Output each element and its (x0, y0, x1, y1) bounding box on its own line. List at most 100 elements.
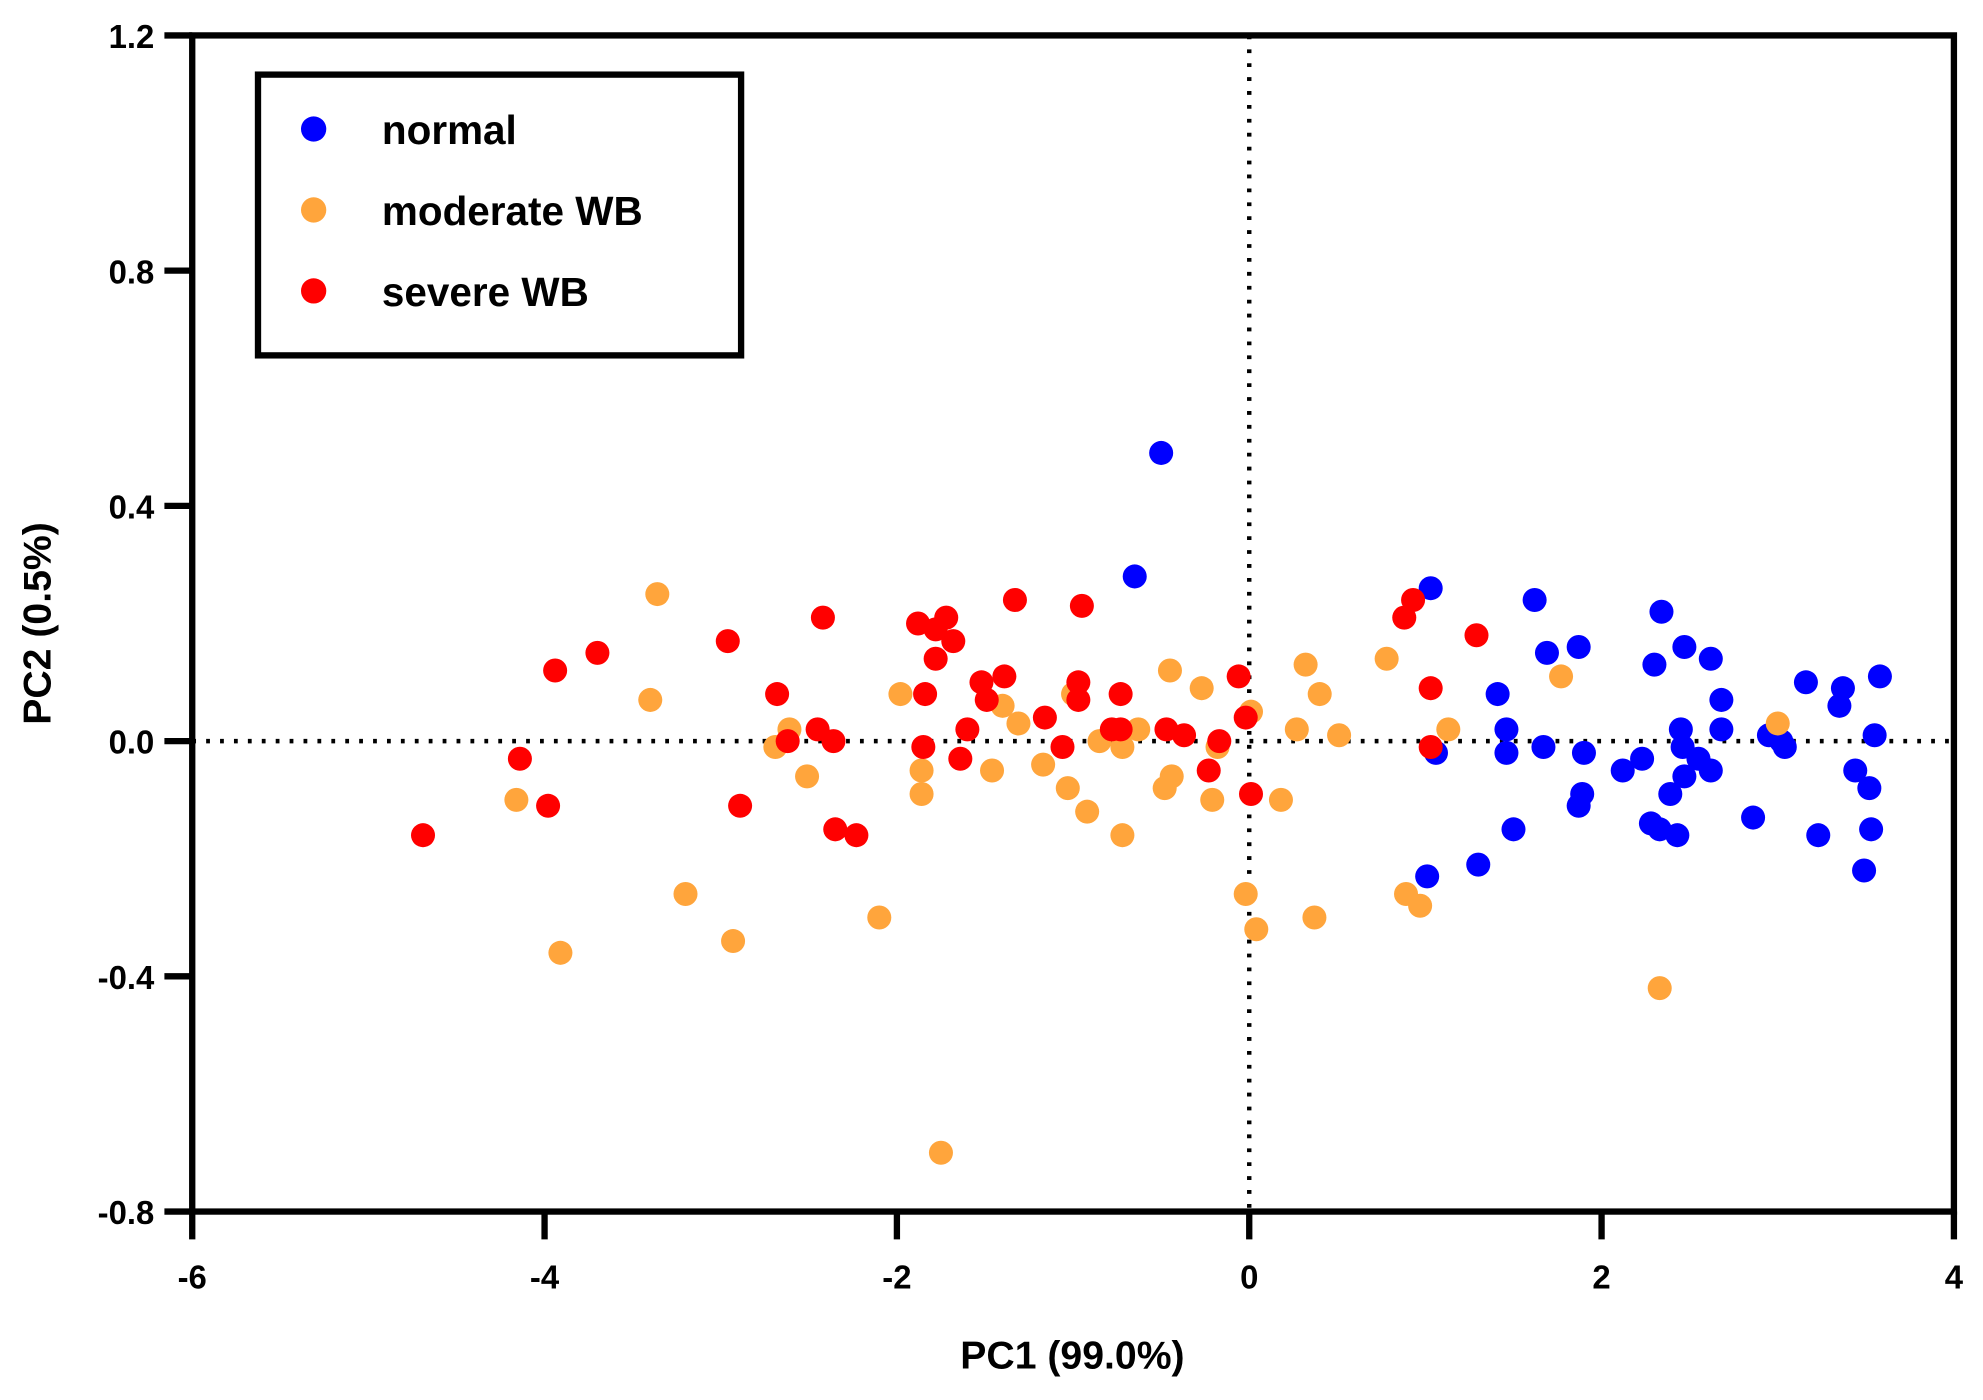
data-point (1494, 740, 1519, 765)
data-point (1031, 752, 1056, 777)
data-point (810, 605, 835, 630)
data-point (1672, 634, 1697, 660)
data-point (1418, 676, 1443, 701)
data-point (1408, 893, 1433, 918)
x-tick-label: 2 (1592, 1259, 1610, 1296)
data-point (1415, 864, 1440, 889)
data-point (823, 817, 848, 842)
x-axis-label: PC1 (99.0%) (960, 1334, 1184, 1377)
data-point (992, 664, 1017, 689)
data-point (867, 905, 892, 930)
data-point (1374, 646, 1399, 671)
data-point (913, 682, 938, 707)
data-point (1571, 740, 1596, 765)
data-point (1464, 623, 1489, 648)
data-point (1566, 793, 1591, 818)
data-point (844, 823, 869, 848)
data-point (909, 758, 934, 783)
data-point (1207, 729, 1232, 754)
data-point (1827, 693, 1852, 718)
data-point (1032, 705, 1057, 730)
data-point (1466, 852, 1491, 877)
y-tick-label: -0.4 (98, 959, 155, 996)
series-moderate-wb (504, 582, 1790, 1165)
data-point (941, 629, 966, 654)
x-tick-label: 4 (1945, 1259, 1964, 1296)
data-point (923, 646, 948, 671)
data-point (1843, 758, 1868, 783)
data-point (1122, 564, 1147, 589)
data-point (1244, 917, 1269, 942)
data-point (507, 746, 532, 771)
data-point (928, 1140, 953, 1165)
data-point (1293, 652, 1318, 677)
data-point (645, 582, 670, 607)
data-point (909, 782, 934, 807)
data-point (536, 793, 561, 818)
data-point (1765, 711, 1790, 736)
data-point (728, 793, 753, 818)
y-axis-ticks: -0.8 -0.4 0.0 0.4 0.8 1.2 (98, 18, 193, 1231)
data-point (1658, 782, 1683, 807)
data-point (1672, 764, 1697, 789)
data-point (585, 640, 610, 665)
data-point (1698, 758, 1723, 783)
data-point (1522, 587, 1547, 612)
data-point (795, 764, 820, 789)
data-point (1110, 823, 1135, 848)
data-point (1268, 787, 1293, 812)
data-point (1501, 817, 1526, 842)
series-severe-wb (410, 587, 1489, 848)
x-tick-label: -4 (530, 1259, 560, 1296)
data-point (1566, 634, 1591, 660)
x-tick-label: -6 (178, 1259, 207, 1296)
data-point (1642, 652, 1667, 677)
plot-frame (189, 32, 1958, 1215)
data-point (1238, 782, 1264, 807)
data-point (911, 734, 936, 759)
data-point (1741, 805, 1766, 830)
legend-marker-severe (300, 278, 327, 304)
data-point (1867, 664, 1892, 689)
data-point (548, 940, 573, 965)
data-point (955, 717, 980, 742)
data-point (1069, 593, 1094, 618)
data-point (1284, 717, 1309, 742)
data-point (1772, 734, 1797, 759)
data-point (1647, 976, 1672, 1001)
data-point (1233, 881, 1258, 907)
data-point (1226, 664, 1251, 689)
data-point (1066, 687, 1091, 712)
data-point (980, 758, 1005, 783)
data-point (775, 729, 800, 754)
data-point (1189, 676, 1214, 701)
data-point (410, 823, 436, 848)
data-point (1307, 682, 1332, 707)
x-axis-ticks: -6 -4 -2 0 2 4 (178, 1211, 1964, 1296)
legend: normal moderate WB severe WB (254, 71, 745, 359)
data-point (1709, 717, 1734, 742)
y-tick-label: 0.8 (109, 253, 155, 290)
data-point (1698, 646, 1723, 671)
data-point (1302, 905, 1327, 930)
data-point (1110, 734, 1135, 759)
data-point (1126, 717, 1151, 742)
legend-box (254, 71, 745, 359)
data-point (715, 629, 740, 654)
legend-label-moderate: moderate WB (382, 188, 643, 234)
data-point (673, 881, 698, 907)
y-tick-label: 0.4 (109, 489, 155, 526)
y-tick-label: 0.0 (109, 724, 155, 761)
data-point (1668, 717, 1693, 742)
x-tick-label: -2 (882, 1259, 911, 1296)
data-point (638, 687, 663, 712)
data-point (1108, 682, 1133, 707)
data-point (821, 729, 846, 754)
y-axis-label: PC2 (0.5%) (17, 522, 60, 725)
x-tick-label: 0 (1240, 1259, 1258, 1296)
data-point (1630, 746, 1655, 771)
data-point (1549, 664, 1574, 689)
data-point (888, 682, 913, 707)
legend-marker-normal (300, 116, 327, 142)
